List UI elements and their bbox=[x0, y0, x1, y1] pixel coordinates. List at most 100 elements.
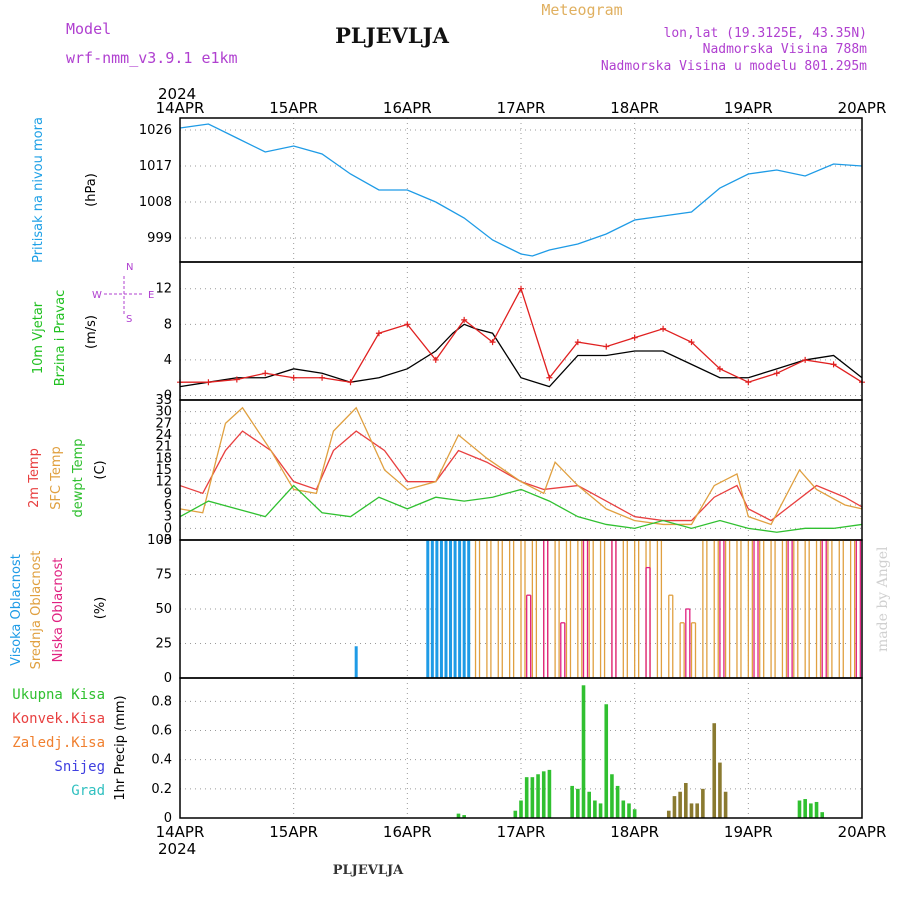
gust-marker bbox=[233, 376, 240, 383]
series-line bbox=[179, 406, 863, 526]
series-line bbox=[179, 323, 863, 388]
precip-legend-item: Snijeg bbox=[54, 759, 105, 775]
elevation-label: Nadmorska Visina 788m bbox=[703, 42, 868, 57]
precip-bar bbox=[547, 769, 552, 818]
wind-unit-label: (m/s) bbox=[84, 315, 99, 349]
series-line bbox=[179, 484, 863, 533]
precip-bar bbox=[672, 796, 677, 818]
gust-marker bbox=[375, 330, 382, 337]
gust-marker bbox=[262, 370, 269, 377]
y-tick-label: 0 bbox=[164, 811, 172, 826]
cloud-bar bbox=[467, 540, 471, 678]
cloud-bar bbox=[430, 540, 434, 678]
panel-cloud: 0 25 50 75 100 bbox=[147, 533, 863, 686]
gust-marker bbox=[319, 374, 326, 381]
y-tick-label: 33 bbox=[155, 393, 172, 408]
precip-bar bbox=[610, 774, 614, 818]
panel-precipitation: 0 0.2 0.4 0.6 0.8 bbox=[151, 677, 863, 826]
cloud-bar bbox=[444, 540, 448, 678]
temperature-ylabel-0: 2m Temp bbox=[27, 448, 42, 508]
y-tick-label: 3 bbox=[164, 510, 172, 525]
compass-n: N bbox=[126, 262, 133, 273]
y-tick-label: 0 bbox=[164, 389, 172, 404]
y-tick-label: 18 bbox=[155, 451, 172, 466]
cloud-bar bbox=[458, 540, 462, 678]
precip-bar bbox=[718, 762, 722, 818]
precip-bar bbox=[695, 803, 699, 818]
plot-area: 14APR 14APR 15APR 15APR 16APR 16APR 17APR 17APR… bbox=[9, 99, 886, 841]
y-tick-label: 15 bbox=[155, 463, 172, 478]
pressure-unit-label: (hPa) bbox=[84, 173, 99, 207]
temperature-unit-label: (C) bbox=[93, 460, 108, 479]
compass-e: E bbox=[148, 290, 154, 301]
cloud-bar bbox=[453, 540, 457, 678]
gust-marker bbox=[347, 379, 354, 386]
pressure-ylabel: Pritisak na nivou mora bbox=[31, 117, 46, 263]
y-tick-label: 8 bbox=[164, 317, 172, 332]
model-name: wrf-nmm_v3.9.1 e1km bbox=[66, 49, 238, 67]
gust-marker bbox=[830, 361, 837, 368]
y-tick-label: 1026 bbox=[139, 123, 172, 138]
y-tick-label: 4 bbox=[164, 353, 172, 368]
panel-frame bbox=[179, 117, 863, 263]
precip-bar bbox=[604, 704, 609, 818]
gust-marker bbox=[716, 365, 723, 372]
header-labels: Model wrf-nmm_v3.9.1 e1km PLJEVLJA Meteo… bbox=[66, 1, 891, 878]
y-tick-label: 1017 bbox=[139, 159, 172, 174]
precip-bar bbox=[621, 800, 626, 818]
gust-marker bbox=[745, 379, 752, 386]
y-tick-label: 50 bbox=[155, 602, 172, 617]
precip-bar bbox=[627, 803, 631, 818]
panel-wind: 0 4 8 12 bbox=[155, 261, 865, 404]
precip-bar bbox=[684, 783, 688, 818]
year-bottom-label: 2024 bbox=[158, 840, 196, 858]
precip-bar bbox=[587, 791, 591, 818]
cloud-bar bbox=[449, 540, 453, 678]
precip-legend-item: Grad bbox=[71, 783, 105, 799]
meteogram-label: Meteogram bbox=[541, 1, 622, 19]
compass-s: S bbox=[126, 314, 132, 325]
model-label: Model bbox=[66, 20, 111, 38]
gust-marker bbox=[205, 379, 212, 386]
y-tick-label: 30 bbox=[155, 405, 172, 420]
precip-bar bbox=[598, 803, 603, 818]
precip-bar bbox=[689, 803, 694, 818]
precip-bar bbox=[541, 771, 546, 818]
x-tick-label-bottom: 16APR bbox=[383, 823, 432, 841]
y-tick-label: 100 bbox=[147, 533, 172, 548]
precip-bar bbox=[513, 810, 518, 818]
precip-bar bbox=[519, 800, 523, 818]
y-tick-label: 24 bbox=[155, 428, 172, 443]
x-tick-label-top: 17APR bbox=[497, 99, 546, 117]
y-tick-label: 999 bbox=[147, 231, 172, 246]
precip-bar bbox=[712, 723, 717, 818]
cloud-ylabel-1: Srednja Oblacnost bbox=[29, 551, 44, 670]
y-tick-label: 12 bbox=[155, 282, 172, 297]
precip-bar bbox=[678, 791, 682, 818]
watermark: made by Angel bbox=[875, 546, 891, 652]
precip-bar bbox=[576, 788, 580, 818]
x-tick-label-top: 16APR bbox=[383, 99, 432, 117]
precip-bar bbox=[536, 774, 540, 818]
lonlat-label: lon,lat (19.3125E, 43.35N) bbox=[664, 26, 868, 41]
cloud-ylabel-0: Visoka Oblacnost bbox=[9, 554, 24, 666]
y-tick-label: 0 bbox=[164, 671, 172, 686]
x-tick-label-bottom: 20APR bbox=[838, 823, 887, 841]
gust-marker bbox=[631, 334, 638, 341]
y-tick-label: 0 bbox=[164, 521, 172, 536]
compass-w: W bbox=[92, 290, 102, 301]
gust-marker bbox=[404, 321, 411, 328]
precip-bar bbox=[524, 777, 529, 818]
compass-cross bbox=[104, 276, 144, 314]
cloud-ylabel-2: Niska Oblacnost bbox=[51, 558, 66, 663]
precip-legend-item: Zaledj.Kisa bbox=[12, 735, 105, 751]
gust-marker bbox=[660, 325, 667, 332]
gust-marker bbox=[489, 339, 496, 346]
x-tick-label-top: 20APR bbox=[838, 99, 887, 117]
precip-bar bbox=[462, 815, 466, 818]
x-tick-label-bottom: 15APR bbox=[269, 823, 318, 841]
gust-marker bbox=[518, 285, 524, 292]
cloud-bar bbox=[462, 540, 466, 678]
